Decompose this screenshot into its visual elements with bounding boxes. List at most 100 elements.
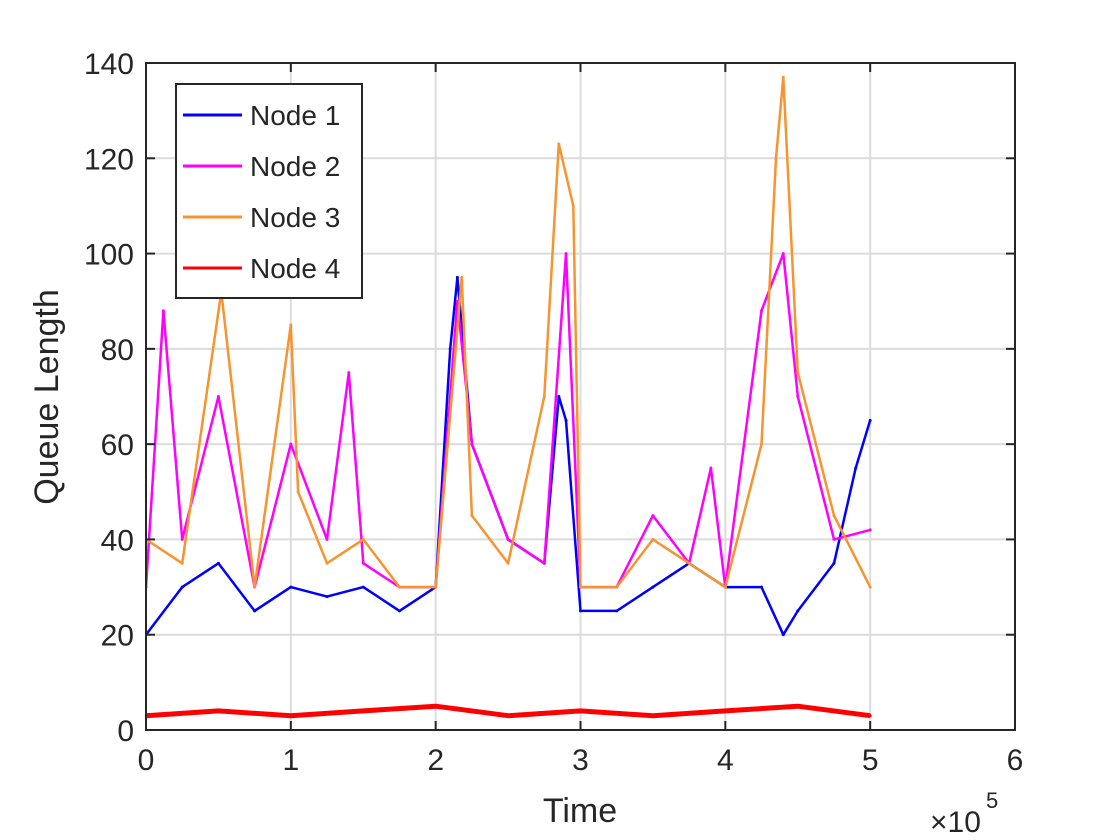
data-point-node-3 bbox=[460, 275, 464, 279]
data-point-node-1 bbox=[651, 585, 655, 589]
data-point-node-3 bbox=[361, 537, 365, 541]
tick-marks bbox=[145, 62, 1016, 731]
data-point-node-3 bbox=[723, 585, 727, 589]
data-point-node-3 bbox=[774, 156, 778, 160]
data-point-node-2 bbox=[709, 466, 713, 470]
legend-label-node-2: Node 2 bbox=[250, 151, 340, 182]
data-point-node-2 bbox=[455, 299, 459, 303]
data-point-node-2 bbox=[325, 537, 329, 541]
data-point-node-3 bbox=[434, 585, 438, 589]
data-point-node-3 bbox=[832, 514, 836, 518]
x-tick-label: 5 bbox=[862, 744, 879, 777]
y-tick-label: 40 bbox=[101, 524, 134, 557]
data-point-node-1 bbox=[557, 395, 561, 398]
data-point-node-1 bbox=[781, 633, 785, 637]
data-point-node-2 bbox=[470, 442, 474, 446]
x-exponent-label: ×10 5 bbox=[930, 788, 998, 839]
y-tick-label: 0 bbox=[117, 715, 134, 748]
y-tick-label: 100 bbox=[84, 239, 134, 272]
data-point-node-2 bbox=[564, 252, 568, 256]
x-exponent-base: ×10 bbox=[930, 806, 981, 839]
data-point-node-2 bbox=[796, 395, 800, 398]
data-point-node-2 bbox=[161, 309, 165, 313]
data-point-node-3 bbox=[289, 323, 293, 327]
data-point-node-1 bbox=[832, 561, 836, 565]
data-point-node-3 bbox=[253, 585, 257, 589]
data-point-node-3 bbox=[781, 75, 785, 79]
data-point-node-3 bbox=[760, 442, 764, 446]
legend-label-node-1: Node 1 bbox=[250, 100, 340, 131]
data-point-node-2 bbox=[216, 395, 220, 398]
x-tick-label: 3 bbox=[572, 744, 589, 777]
data-point-node-3 bbox=[796, 371, 800, 375]
data-point-node-4 bbox=[651, 714, 655, 718]
y-tick-label: 60 bbox=[101, 429, 134, 462]
data-point-node-3 bbox=[470, 514, 474, 518]
data-point-node-1 bbox=[361, 585, 365, 589]
data-point-node-3 bbox=[687, 561, 691, 565]
data-point-node-2 bbox=[289, 442, 293, 446]
data-point-node-1 bbox=[448, 347, 452, 351]
x-tick-label: 4 bbox=[717, 744, 734, 777]
data-point-node-3 bbox=[506, 561, 510, 565]
data-point-node-1 bbox=[397, 609, 401, 613]
y-tick-label: 120 bbox=[84, 143, 134, 176]
data-point-node-4 bbox=[361, 709, 365, 713]
x-tick-label: 0 bbox=[138, 744, 155, 777]
data-point-node-1 bbox=[615, 609, 619, 613]
data-point-node-4 bbox=[579, 709, 582, 713]
data-point-node-3 bbox=[868, 585, 872, 589]
data-point-node-1 bbox=[253, 609, 257, 613]
series-group bbox=[146, 75, 872, 719]
data-point-node-2 bbox=[506, 537, 510, 541]
x-tick-label: 2 bbox=[427, 744, 444, 777]
data-point-node-3 bbox=[397, 585, 401, 589]
data-point-node-4 bbox=[506, 714, 510, 718]
data-point-node-1 bbox=[796, 609, 800, 613]
legend-label-node-3: Node 3 bbox=[250, 202, 340, 233]
data-point-node-4 bbox=[723, 709, 727, 713]
data-point-node-2 bbox=[651, 514, 655, 518]
data-point-node-1 bbox=[180, 585, 184, 589]
y-axis-label: Queue Length bbox=[28, 289, 66, 505]
y-tick-label: 20 bbox=[101, 620, 134, 653]
data-point-node-1 bbox=[760, 585, 764, 589]
data-point-node-2 bbox=[781, 252, 785, 256]
data-point-node-2 bbox=[760, 309, 764, 313]
data-point-node-4 bbox=[796, 704, 800, 708]
data-point-node-4 bbox=[216, 709, 220, 713]
x-exponent-power: 5 bbox=[986, 788, 998, 813]
data-point-node-1 bbox=[325, 595, 329, 599]
data-point-node-2 bbox=[542, 561, 546, 565]
data-point-node-3 bbox=[615, 585, 619, 589]
x-axis-label: Time bbox=[543, 792, 617, 830]
x-tick-label: 1 bbox=[282, 744, 299, 777]
data-point-node-1 bbox=[579, 609, 582, 613]
x-tick-label: 6 bbox=[1007, 744, 1024, 777]
data-point-node-3 bbox=[542, 395, 546, 398]
legend-box bbox=[175, 83, 363, 299]
legend: Node 1 Node 2 Node 3 Node 4 bbox=[175, 83, 363, 299]
data-point-node-1 bbox=[455, 275, 459, 279]
data-point-node-3 bbox=[651, 537, 655, 541]
data-point-node-2 bbox=[361, 561, 365, 565]
data-point-node-3 bbox=[579, 585, 582, 589]
data-point-node-1 bbox=[289, 585, 293, 589]
data-point-node-2 bbox=[347, 371, 351, 375]
data-point-node-2 bbox=[832, 537, 836, 541]
data-point-node-2 bbox=[868, 528, 872, 532]
data-point-node-1 bbox=[868, 418, 872, 422]
data-point-node-3 bbox=[325, 561, 329, 565]
data-point-node-4 bbox=[434, 704, 438, 708]
legend-label-node-4: Node 4 bbox=[250, 253, 340, 284]
data-point-node-3 bbox=[180, 561, 184, 565]
data-point-node-3 bbox=[571, 204, 575, 208]
data-point-node-2 bbox=[180, 537, 184, 541]
data-point-node-4 bbox=[289, 714, 293, 718]
data-point-node-4 bbox=[868, 714, 872, 718]
data-point-node-3 bbox=[557, 142, 561, 146]
data-point-node-1 bbox=[854, 466, 858, 470]
data-point-node-1 bbox=[216, 561, 220, 565]
